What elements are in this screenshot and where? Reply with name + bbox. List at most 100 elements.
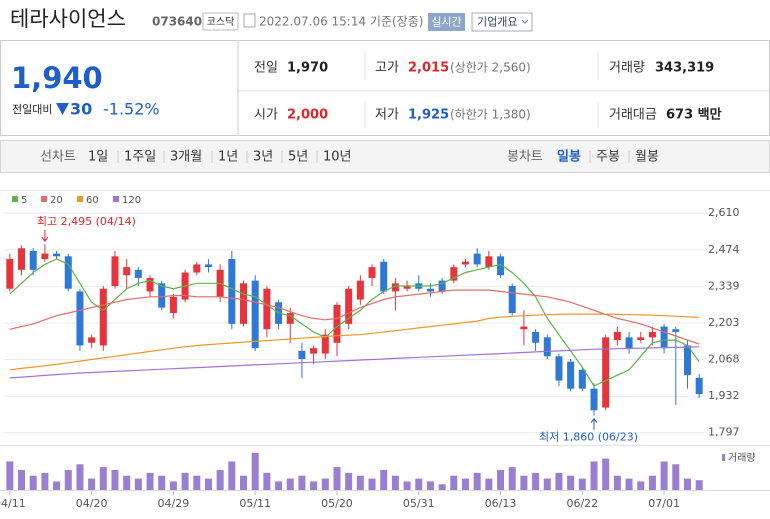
- realtime-text[interactable]: 실시간: [431, 16, 461, 29]
- candle-body: [508, 286, 516, 314]
- candle-body: [251, 280, 259, 349]
- candle-body: [146, 277, 154, 292]
- volume-bar: [158, 475, 166, 490]
- low-arrow: [590, 417, 598, 430]
- company-button[interactable]: [471, 12, 533, 32]
- candle-body: [648, 331, 656, 338]
- volume-bar: [695, 480, 703, 490]
- candle-body: [204, 264, 212, 268]
- x-tick-label: 04/29: [158, 497, 190, 510]
- tab[interactable]: 월봉: [635, 150, 659, 165]
- volume-bar: [275, 481, 283, 490]
- volume-bar: [660, 461, 668, 490]
- volume-label: 거래량: [728, 452, 756, 464]
- legend-label: 60: [86, 195, 99, 206]
- legend-label: 120: [122, 195, 141, 206]
- volume-bar: [53, 481, 61, 490]
- candle-body: [578, 369, 586, 389]
- candle-body: [625, 337, 633, 349]
- candle-body: [602, 337, 610, 408]
- volume-bar: [426, 481, 434, 490]
- volume-bar: [146, 472, 154, 490]
- candle-body: [590, 388, 598, 411]
- tabs: 선차트 1일 1주일 3개월 1년 3년 5년 10년 봉차트 일봉 주봉 월봉: [40, 150, 659, 165]
- volume-bar: [532, 472, 540, 490]
- volume-bar: [123, 475, 131, 490]
- calendar-icon: [243, 13, 256, 28]
- market-badge: [202, 12, 239, 31]
- volume-bar: [520, 475, 528, 490]
- change: 30: [70, 100, 92, 119]
- field-label: 거래대금: [609, 108, 657, 123]
- candle-body: [134, 269, 142, 278]
- candle-body: [520, 326, 528, 330]
- volume-bar: [672, 464, 680, 490]
- field-value: 2,015: [408, 61, 449, 76]
- candle-body: [637, 337, 645, 341]
- candle-body: [497, 256, 505, 276]
- field-value: 343,319: [655, 61, 714, 76]
- volume-bar: [637, 481, 645, 490]
- volume-bar: [111, 470, 119, 490]
- candle-body: [29, 250, 37, 270]
- down-arrow: [56, 103, 69, 115]
- tab[interactable]: 1년: [218, 150, 238, 165]
- volume-bar: [333, 467, 341, 490]
- volume-bar: [485, 478, 493, 490]
- volume-bar: [216, 470, 224, 490]
- volume-bar: [263, 472, 271, 490]
- legend-swatch: [77, 196, 83, 202]
- candle-body: [461, 261, 469, 265]
- candle-body: [485, 256, 493, 268]
- candle-body: [193, 264, 201, 273]
- tab[interactable]: 주봉: [596, 150, 620, 165]
- tab[interactable]: 1주일: [124, 150, 156, 165]
- candle-body: [426, 288, 434, 292]
- volume-bar: [356, 475, 364, 490]
- volume-bar: [613, 475, 621, 490]
- volume-bar: [321, 478, 329, 490]
- y-tick-label: 2,474: [708, 243, 740, 256]
- volume-bar: [590, 461, 598, 490]
- tab[interactable]: 5년: [288, 150, 308, 165]
- company-text[interactable]: 기업개요: [477, 16, 517, 29]
- candle-body: [228, 259, 236, 324]
- tab[interactable]: 3년: [253, 150, 273, 165]
- candle-body: [111, 256, 119, 287]
- candle-body: [263, 288, 271, 330]
- volume-bar: [391, 475, 399, 490]
- high-arrow: [41, 230, 49, 243]
- field-label: 저가: [375, 108, 399, 123]
- volume-bar: [625, 478, 633, 490]
- candle-body: [438, 280, 446, 292]
- x-tick-label: 06/13: [485, 497, 517, 510]
- tab[interactable]: 3개월: [170, 150, 202, 165]
- field-label: 시가: [254, 108, 278, 123]
- tab[interactable]: 1일: [88, 150, 108, 165]
- field-label: 고가: [375, 61, 399, 76]
- volume-swatch: [722, 454, 725, 461]
- volume-bar: [193, 475, 201, 490]
- candle-body: [286, 313, 294, 324]
- tab[interactable]: 10년: [323, 150, 352, 165]
- field-value: 1,970: [287, 61, 328, 76]
- legend-swatch: [12, 196, 18, 202]
- dropdown-icon: [521, 19, 529, 24]
- volume-bar: [228, 461, 236, 490]
- volume-bar: [450, 475, 458, 490]
- candle-body: [298, 350, 306, 359]
- realtime-button[interactable]: [428, 13, 465, 31]
- volume-bar: [497, 470, 505, 490]
- legend-label: 5: [21, 195, 27, 206]
- candle-body: [368, 267, 376, 278]
- y-tick-label: 2,610: [708, 206, 740, 219]
- y-tick-label: 1,932: [708, 389, 740, 402]
- candle-body: [473, 253, 481, 265]
- tab[interactable]: 일봉: [557, 150, 581, 165]
- high-annotation: 최고 2,495 (04/14): [37, 215, 136, 228]
- y-tick-label: 2,203: [708, 316, 740, 329]
- ma-line: [9, 313, 700, 371]
- volume-bar: [602, 458, 610, 490]
- candle-body: [240, 283, 248, 324]
- tab-group-label: 선차트: [40, 150, 76, 165]
